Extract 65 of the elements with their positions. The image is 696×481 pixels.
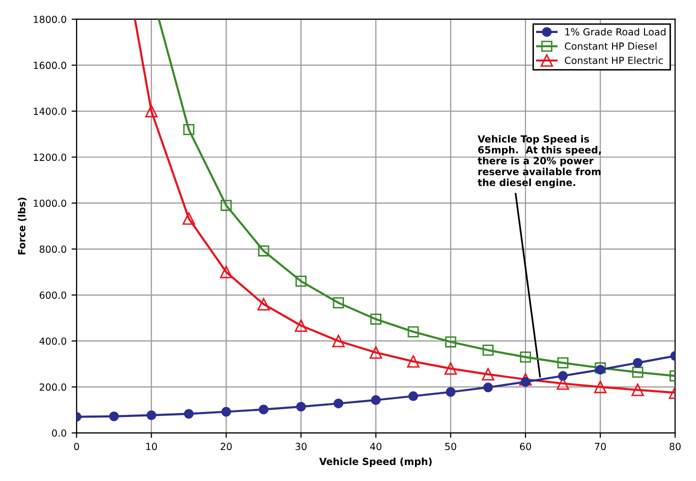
point (332, 297, 344, 308)
point (295, 276, 307, 287)
legend-label: 1% Grade Road Load (565, 28, 666, 36)
y-tick-label: 1800.0 (34, 16, 66, 24)
point (220, 266, 232, 278)
point (408, 326, 419, 338)
annotation: Vehicle Top Speed is 65mph. At this speed, there is a 20% power reserve available from the diesel engine. (478, 135, 601, 188)
y-axis-title: Force (lbs) (18, 198, 27, 254)
point (184, 408, 194, 419)
y-tick-label: 200.0 (40, 383, 66, 391)
point (482, 368, 494, 381)
point (595, 364, 606, 375)
point (408, 391, 418, 401)
point (334, 398, 344, 408)
y-tick-label: 1200.0 (34, 154, 66, 161)
point (632, 358, 643, 368)
point (482, 344, 494, 356)
point (145, 104, 158, 118)
y-tick-label: 800.0 (40, 246, 66, 253)
point (370, 314, 382, 325)
point (258, 245, 270, 256)
x-tick-label: 70 (594, 442, 606, 450)
point (370, 395, 381, 405)
point (520, 352, 532, 363)
point (183, 124, 194, 136)
x-tick-label: 60 (520, 442, 532, 450)
legend-label: Constant HP Diesel (564, 42, 656, 50)
point (407, 355, 420, 368)
point (594, 362, 606, 374)
point (146, 410, 156, 420)
point (182, 212, 196, 225)
point (632, 366, 644, 378)
y-tick-label: 0.0 (52, 429, 66, 437)
x-tick-label: 20 (220, 442, 232, 450)
x-tick-label: 50 (445, 442, 456, 450)
point (257, 298, 270, 310)
point (558, 371, 568, 381)
x-tick-label: 80 (670, 442, 681, 450)
point (294, 319, 308, 332)
point (332, 334, 345, 348)
point (444, 362, 457, 375)
point (631, 384, 644, 396)
y-tick-label: 1000.0 (34, 200, 66, 207)
point (445, 336, 456, 348)
point (296, 402, 306, 412)
point (370, 346, 382, 359)
point (221, 406, 232, 417)
point (483, 382, 493, 392)
x-tick-label: 0 (74, 442, 80, 450)
point (594, 380, 607, 394)
y-tick-label: 400.0 (39, 337, 66, 345)
legend-label: Constant HP Electric (564, 56, 663, 64)
point (446, 387, 456, 397)
point (258, 404, 268, 414)
y-tick-label: 600.0 (40, 291, 66, 299)
x-tick-label: 30 (296, 442, 307, 450)
point (109, 411, 119, 422)
point (220, 200, 232, 211)
y-tick-label: 1400.0 (34, 108, 66, 115)
x-tick-label: 40 (370, 442, 382, 450)
x-axis-title: Vehicle Speed (mph) (319, 458, 432, 467)
y-tick-label: 1600.0 (34, 62, 66, 70)
point (557, 357, 568, 368)
x-tick-label: 10 (146, 442, 157, 450)
point (519, 373, 532, 386)
